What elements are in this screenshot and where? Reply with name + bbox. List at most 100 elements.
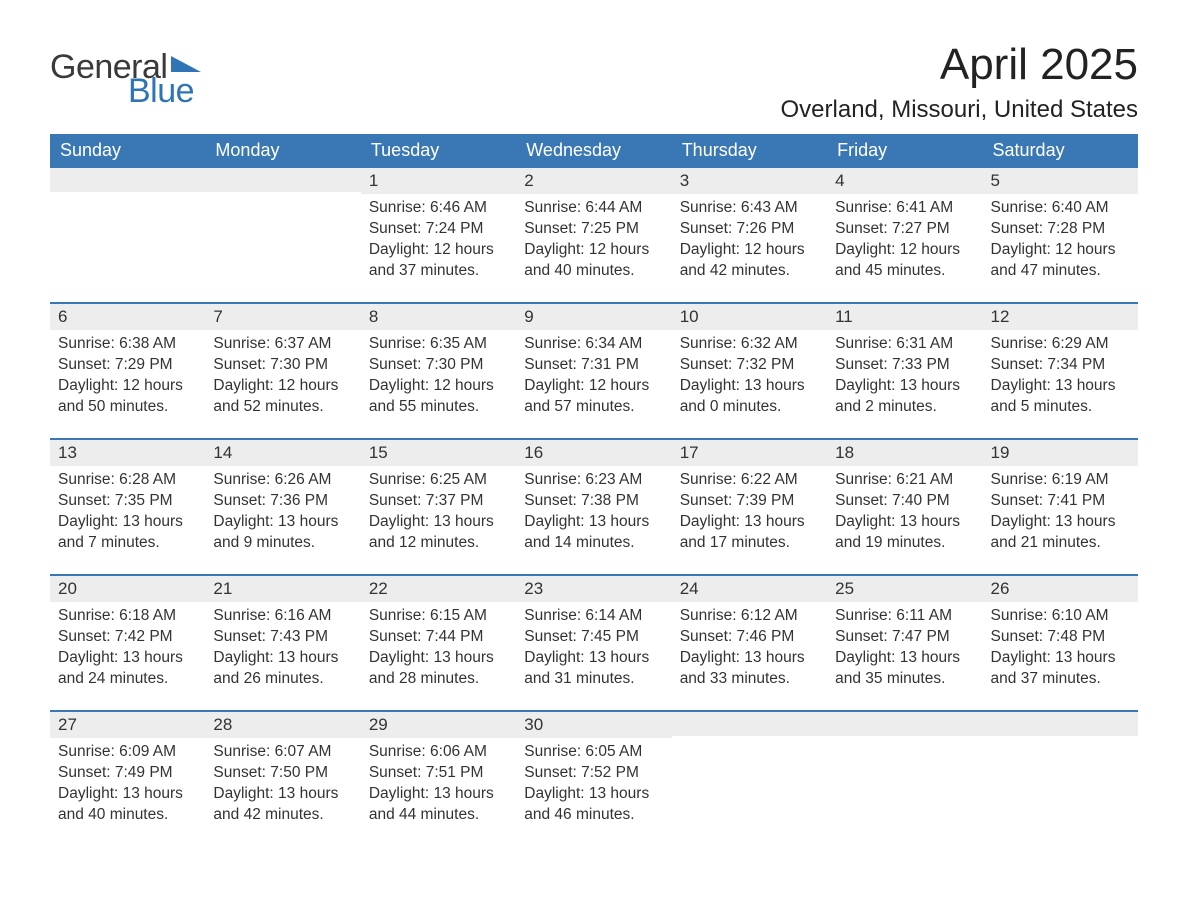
calendar-day: 18Sunrise: 6:21 AMSunset: 7:40 PMDayligh… [827,440,982,560]
day-details: Sunrise: 6:14 AMSunset: 7:45 PMDaylight:… [516,602,671,690]
day-number: 16 [516,440,671,466]
sunrise-text: Sunrise: 6:25 AM [369,470,508,491]
day-number: 29 [361,712,516,738]
calendar-day: 11Sunrise: 6:31 AMSunset: 7:33 PMDayligh… [827,304,982,424]
day-details: Sunrise: 6:44 AMSunset: 7:25 PMDaylight:… [516,194,671,282]
sunrise-text: Sunrise: 6:37 AM [213,334,352,355]
day-details: Sunrise: 6:46 AMSunset: 7:24 PMDaylight:… [361,194,516,282]
calendar-day: 15 Sunrise: 6:25 AMSunset: 7:37 PMDayligh… [361,440,516,560]
day-details: Sunrise: 6:06 AMSunset: 7:51 PMDaylight:… [361,738,516,826]
day-number: 5 [983,168,1138,194]
daylight-text: Daylight: 12 hours and 55 minutes. [369,376,508,418]
calendar-day: 23Sunrise: 6:14 AMSunset: 7:45 PMDayligh… [516,576,671,696]
sunset-text: Sunset: 7:33 PM [835,355,974,376]
day-number: 25 [827,576,982,602]
weekday-header: Friday [827,134,982,168]
day-number: 19 [983,440,1138,466]
sunset-text: Sunset: 7:49 PM [58,763,197,784]
daylight-text: Daylight: 13 hours and 9 minutes. [213,512,352,554]
sunrise-text: Sunrise: 6:32 AM [680,334,819,355]
day-details: Sunrise: 6:09 AMSunset: 7:49 PMDaylight:… [50,738,205,826]
calendar-day: 26Sunrise: 6:10 AMSunset: 7:48 PMDayligh… [983,576,1138,696]
day-number: 17 [672,440,827,466]
day-details: Sunrise: 6:37 AMSunset: 7:30 PMDaylight:… [205,330,360,418]
sunset-text: Sunset: 7:31 PM [524,355,663,376]
calendar-week: 20Sunrise: 6:18 AMSunset: 7:42 PMDayligh… [50,574,1138,696]
daylight-text: Daylight: 13 hours and 44 minutes. [369,784,508,826]
sunset-text: Sunset: 7:47 PM [835,627,974,648]
day-number: 14 [205,440,360,466]
sunrise-text: Sunrise: 6:11 AM [835,606,974,627]
calendar-day: 27Sunrise: 6:09 AMSunset: 7:49 PMDayligh… [50,712,205,832]
sunset-text: Sunset: 7:30 PM [213,355,352,376]
logo-text-blue: Blue [128,74,201,108]
calendar-grid: Sunday Monday Tuesday Wednesday Thursday… [50,134,1138,832]
day-number: 15 [361,440,516,466]
day-number: 24 [672,576,827,602]
day-details: Sunrise: 6:15 AMSunset: 7:44 PMDaylight:… [361,602,516,690]
sunset-text: Sunset: 7:39 PM [680,491,819,512]
sunset-text: Sunset: 7:45 PM [524,627,663,648]
day-number: 6 [50,304,205,330]
daylight-text: Daylight: 13 hours and 31 minutes. [524,648,663,690]
sunset-text: Sunset: 7:43 PM [213,627,352,648]
calendar-day: 19Sunrise: 6:19 AMSunset: 7:41 PMDayligh… [983,440,1138,560]
daylight-text: Daylight: 12 hours and 52 minutes. [213,376,352,418]
day-details: Sunrise: 6:43 AMSunset: 7:26 PMDaylight:… [672,194,827,282]
day-number: 3 [672,168,827,194]
sunset-text: Sunset: 7:35 PM [58,491,197,512]
calendar-day: 6Sunrise: 6:38 AMSunset: 7:29 PMDaylight… [50,304,205,424]
calendar-week: 1Sunrise: 6:46 AMSunset: 7:24 PMDaylight… [50,168,1138,288]
daylight-text: Daylight: 12 hours and 50 minutes. [58,376,197,418]
sunrise-text: Sunrise: 6:14 AM [524,606,663,627]
calendar-day: 21Sunrise: 6:16 AMSunset: 7:43 PMDayligh… [205,576,360,696]
calendar-day: 24Sunrise: 6:12 AMSunset: 7:46 PMDayligh… [672,576,827,696]
calendar-day [827,712,982,832]
day-details: Sunrise: 6:32 AMSunset: 7:32 PMDaylight:… [672,330,827,418]
day-number: 21 [205,576,360,602]
day-number: 12 [983,304,1138,330]
daylight-text: Daylight: 13 hours and 12 minutes. [369,512,508,554]
calendar-page: General Blue April 2025 Overland, Missou… [0,0,1188,862]
day-details: Sunrise: 6:16 AMSunset: 7:43 PMDaylight:… [205,602,360,690]
daylight-text: Daylight: 13 hours and 21 minutes. [991,512,1130,554]
day-number: 4 [827,168,982,194]
weekday-header-row: Sunday Monday Tuesday Wednesday Thursday… [50,134,1138,168]
calendar-day: 4Sunrise: 6:41 AMSunset: 7:27 PMDaylight… [827,168,982,288]
calendar-day: 14Sunrise: 6:26 AMSunset: 7:36 PMDayligh… [205,440,360,560]
title-block: April 2025 Overland, Missouri, United St… [781,40,1138,124]
calendar-day: 9Sunrise: 6:34 AMSunset: 7:31 PMDaylight… [516,304,671,424]
sunset-text: Sunset: 7:48 PM [991,627,1130,648]
sunrise-text: Sunrise: 6:18 AM [58,606,197,627]
daylight-text: Daylight: 12 hours and 37 minutes. [369,240,508,282]
day-details: Sunrise: 6:28 AMSunset: 7:35 PMDaylight:… [50,466,205,554]
calendar-day: 28Sunrise: 6:07 AMSunset: 7:50 PMDayligh… [205,712,360,832]
daylight-text: Daylight: 13 hours and 2 minutes. [835,376,974,418]
daylight-text: Daylight: 12 hours and 45 minutes. [835,240,974,282]
sunset-text: Sunset: 7:51 PM [369,763,508,784]
weekday-header: Wednesday [516,134,671,168]
day-number: 10 [672,304,827,330]
sunrise-text: Sunrise: 6:22 AM [680,470,819,491]
logo: General Blue [50,40,201,108]
daylight-text: Daylight: 13 hours and 19 minutes. [835,512,974,554]
calendar-day [672,712,827,832]
day-details: Sunrise: 6:11 AMSunset: 7:47 PMDaylight:… [827,602,982,690]
day-details: Sunrise: 6:05 AMSunset: 7:52 PMDaylight:… [516,738,671,826]
day-number [205,168,360,192]
sunset-text: Sunset: 7:37 PM [369,491,508,512]
calendar-day: 10Sunrise: 6:32 AMSunset: 7:32 PMDayligh… [672,304,827,424]
daylight-text: Daylight: 13 hours and 37 minutes. [991,648,1130,690]
calendar-day: 12Sunrise: 6:29 AMSunset: 7:34 PMDayligh… [983,304,1138,424]
day-details: Sunrise: 6:12 AMSunset: 7:46 PMDaylight:… [672,602,827,690]
sunset-text: Sunset: 7:24 PM [369,219,508,240]
sunrise-text: Sunrise: 6:28 AM [58,470,197,491]
day-details: Sunrise: 6:40 AMSunset: 7:28 PMDaylight:… [983,194,1138,282]
sunset-text: Sunset: 7:25 PM [524,219,663,240]
daylight-text: Daylight: 13 hours and 28 minutes. [369,648,508,690]
sunset-text: Sunset: 7:32 PM [680,355,819,376]
day-number: 1 [361,168,516,194]
sunrise-text: Sunrise: 6:26 AM [213,470,352,491]
day-number: 27 [50,712,205,738]
day-number: 20 [50,576,205,602]
